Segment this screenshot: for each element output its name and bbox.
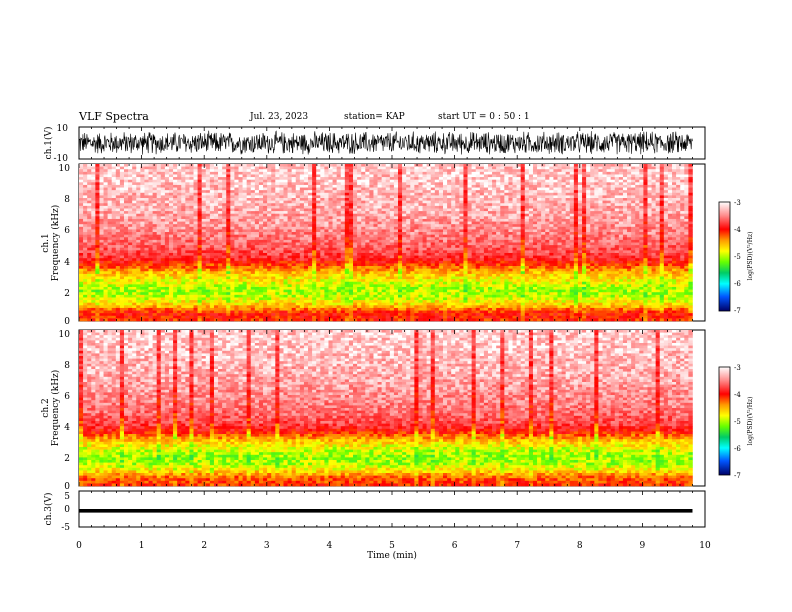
ch3-ytick-5: 5: [64, 492, 70, 502]
ch3-ytick-neg5: -5: [61, 523, 70, 533]
ch3-waveform-band: [79, 509, 692, 513]
cbar1-tick-m7: -7: [734, 307, 741, 315]
cbar1-label: log(PSD)(V²/Hz): [747, 232, 754, 281]
cbar1-tick-m4: -4: [734, 226, 741, 234]
xtick-0: 0: [76, 541, 82, 551]
xtick-10: 10: [699, 541, 711, 551]
spec1-ylabel-line2: Frequency (kHz): [50, 205, 61, 282]
xtick-3: 3: [264, 541, 270, 551]
xtick-9: 9: [640, 541, 646, 551]
ch2-spectrogram-image: [79, 330, 693, 486]
ch3-waveform-trace: [79, 509, 692, 513]
spec2-ytick-6: 6: [64, 392, 70, 402]
spec2-ytick-10: 10: [59, 330, 71, 340]
ch3-ytick-0: 0: [64, 505, 70, 515]
xtick-4: 4: [327, 541, 333, 551]
spec2-ytick-8: 8: [64, 361, 70, 371]
spec1-ytick-8: 8: [64, 195, 70, 205]
ch1-colorbar: [719, 202, 730, 311]
xtick-2: 2: [201, 541, 207, 551]
cbar2-tick-m3: -3: [734, 364, 741, 372]
cbar2-tick-m4: -4: [734, 391, 741, 399]
spec1-ytick-10: 10: [59, 164, 71, 174]
spec2-ylabel-line1: ch.2: [41, 398, 51, 417]
ch1-ytick-neg10: -10: [54, 154, 69, 164]
cbar2-tick-m6: -6: [734, 445, 741, 453]
cbar2-label: log(PSD)(V²/Hz): [747, 397, 754, 446]
ch1-spectrogram-image: [79, 164, 693, 321]
ch3-ylabel: ch.3(V): [43, 493, 54, 526]
spec2-ytick-2: 2: [64, 454, 70, 464]
spec1-ylabel-line1: ch.1: [41, 233, 51, 252]
spec2-ytick-0: 0: [64, 482, 70, 492]
cbar2-tick-m5: -5: [734, 418, 741, 426]
xtick-1: 1: [139, 541, 145, 551]
spec1-ytick-2: 2: [64, 289, 70, 299]
cbar1-tick-m5: -5: [734, 253, 741, 261]
cbar1-tick-m6: -6: [734, 280, 741, 288]
spec2-ytick-4: 4: [64, 423, 70, 433]
spec1-ytick-0: 0: [64, 317, 70, 327]
ch1-waveform-trace: [79, 131, 693, 155]
cbar1-tick-m3: -3: [734, 199, 741, 207]
xtick-7: 7: [514, 541, 520, 551]
x-axis-label: Time (min): [367, 550, 417, 561]
xtick-8: 8: [577, 541, 583, 551]
ch1-ylabel: ch.1(V): [43, 127, 54, 160]
ch2-colorbar: [719, 367, 730, 475]
spec2-ylabel-line2: Frequency (kHz): [50, 370, 61, 447]
cbar2-tick-m7: -7: [734, 472, 741, 480]
xtick-6: 6: [452, 541, 458, 551]
spec1-ytick-6: 6: [64, 226, 70, 236]
spec1-ytick-4: 4: [64, 258, 70, 268]
ch1-ytick-10: 10: [57, 124, 69, 134]
ch1-waveform-line: [79, 131, 693, 155]
xtick-5: 5: [389, 541, 395, 551]
